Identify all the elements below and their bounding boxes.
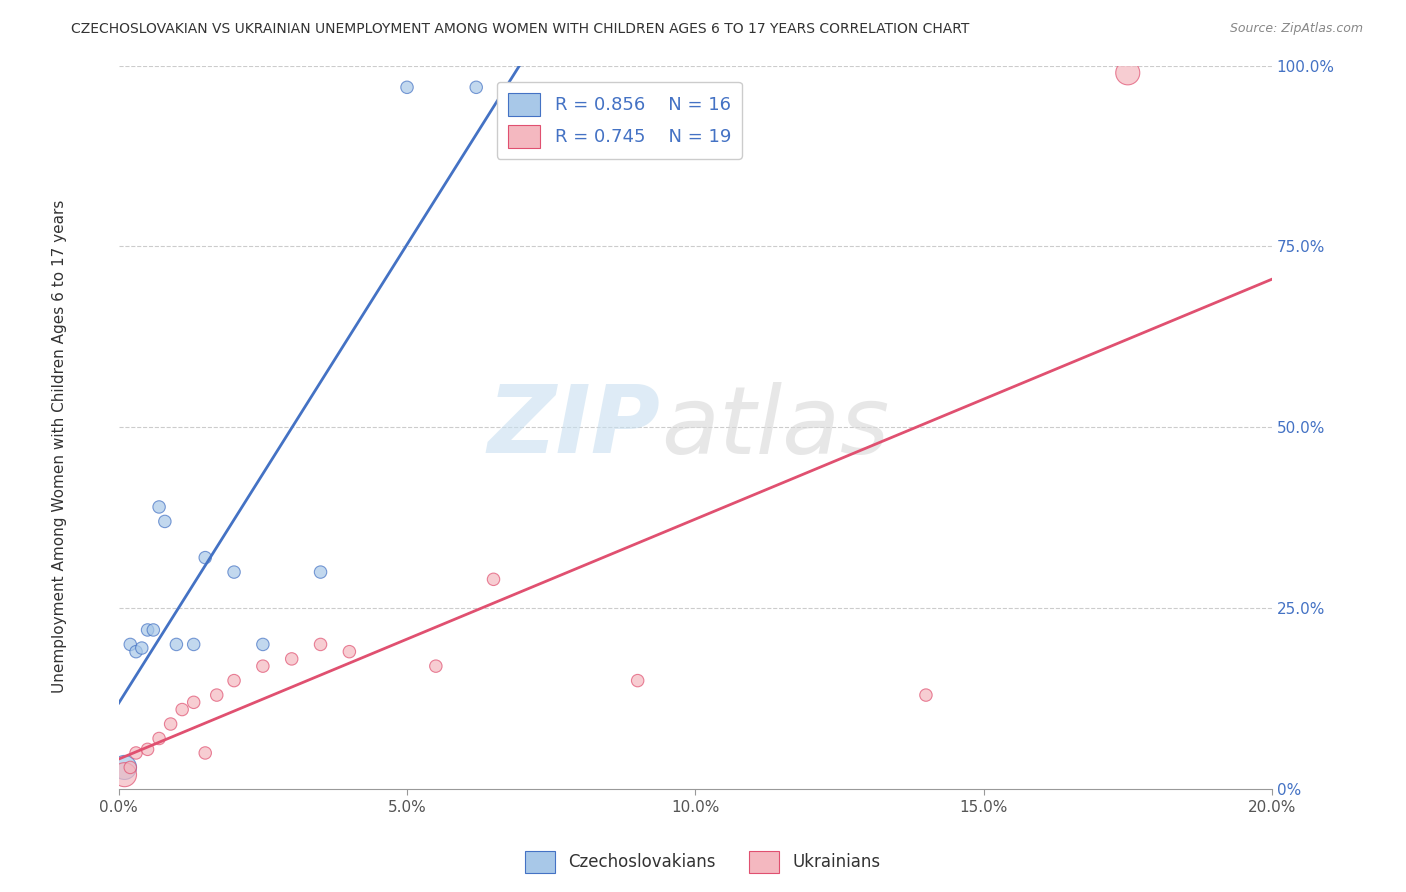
Point — [172, 702, 194, 716]
Point — [482, 572, 505, 586]
Point — [1116, 66, 1139, 80]
Point — [120, 637, 142, 651]
Text: Unemployment Among Women with Children Ages 6 to 17 years: Unemployment Among Women with Children A… — [52, 199, 66, 693]
Point — [114, 767, 136, 781]
Point — [120, 760, 142, 774]
Point — [148, 731, 170, 746]
Point — [114, 760, 136, 774]
Point — [165, 637, 187, 651]
Point — [252, 659, 274, 673]
Point — [395, 80, 418, 95]
Point — [337, 645, 360, 659]
Text: Source: ZipAtlas.com: Source: ZipAtlas.com — [1230, 22, 1364, 36]
Point — [131, 641, 153, 656]
Point — [136, 742, 159, 756]
Point — [309, 565, 332, 579]
Text: ZIP: ZIP — [488, 382, 661, 474]
Point — [252, 637, 274, 651]
Point — [142, 623, 165, 637]
Legend: Czechoslovakians, Ukrainians: Czechoslovakians, Ukrainians — [519, 845, 887, 880]
Text: CZECHOSLOVAKIAN VS UKRAINIAN UNEMPLOYMENT AMONG WOMEN WITH CHILDREN AGES 6 TO 17: CZECHOSLOVAKIAN VS UKRAINIAN UNEMPLOYMEN… — [72, 22, 969, 37]
Point — [280, 652, 302, 666]
Point — [222, 673, 245, 688]
Point — [159, 717, 181, 731]
Point — [125, 645, 148, 659]
Point — [183, 637, 205, 651]
Point — [425, 659, 447, 673]
Point — [915, 688, 938, 702]
Point — [136, 623, 159, 637]
Point — [194, 550, 217, 565]
Point — [627, 673, 650, 688]
Point — [194, 746, 217, 760]
Point — [125, 746, 148, 760]
Text: atlas: atlas — [661, 382, 889, 473]
Point — [183, 695, 205, 709]
Point — [205, 688, 228, 702]
Point — [309, 637, 332, 651]
Point — [148, 500, 170, 514]
Point — [222, 565, 245, 579]
Point — [153, 515, 176, 529]
Legend: R = 0.856    N = 16, R = 0.745    N = 19: R = 0.856 N = 16, R = 0.745 N = 19 — [496, 82, 742, 159]
Point — [465, 80, 488, 95]
